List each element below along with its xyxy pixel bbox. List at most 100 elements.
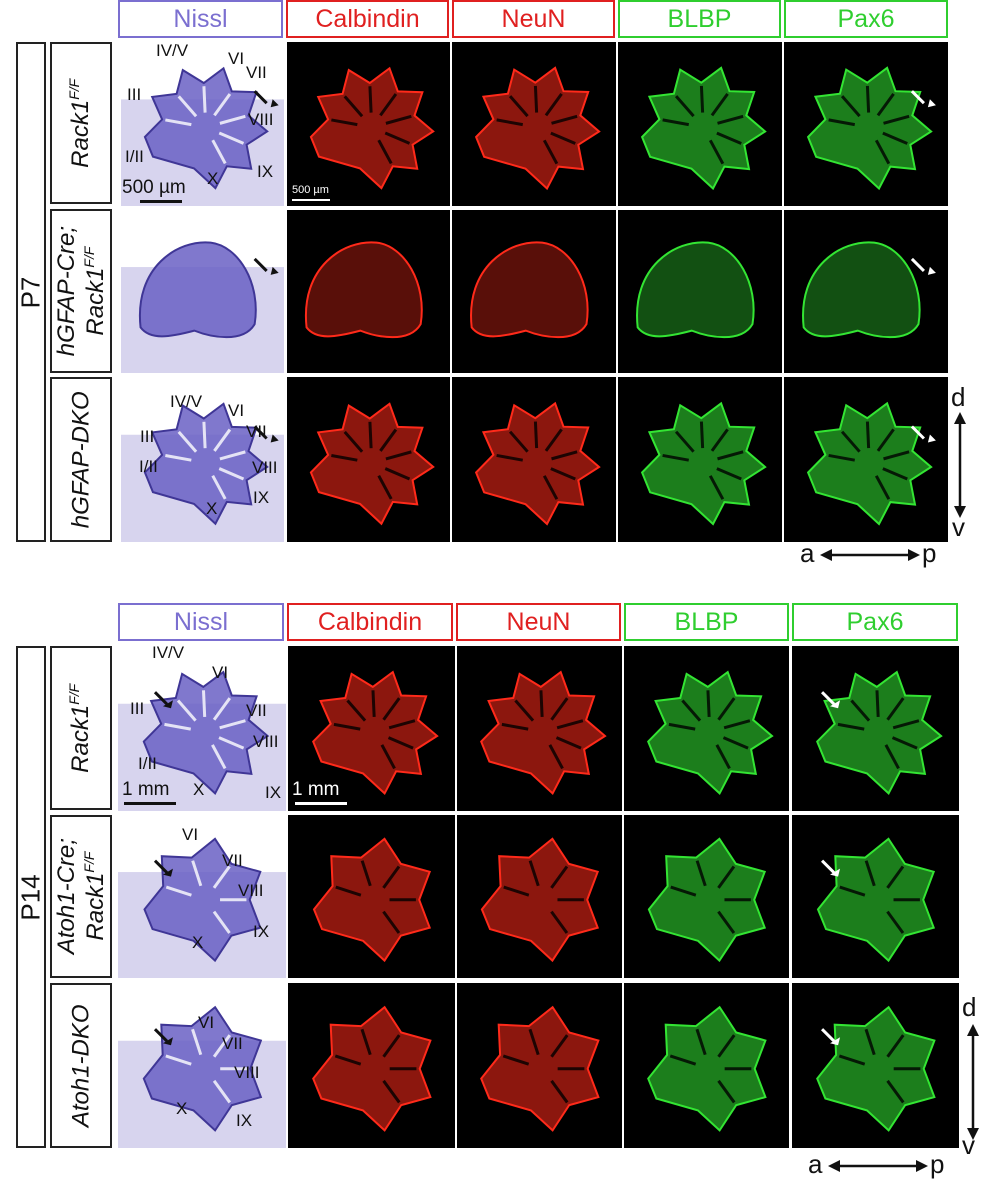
fissure-line bbox=[550, 865, 569, 889]
cerebellum-outline bbox=[647, 1005, 767, 1132]
lobule-label: X bbox=[192, 933, 204, 952]
fissure-line bbox=[717, 114, 744, 125]
fissure-line bbox=[343, 95, 364, 118]
micrograph-p7-row1-blbp bbox=[618, 42, 782, 206]
header-blbp-p7: BLBP bbox=[618, 0, 781, 38]
cerebellum-outline bbox=[142, 1005, 263, 1132]
header-label: NeuN bbox=[501, 4, 566, 33]
fissure-line bbox=[384, 131, 411, 145]
fissure-line bbox=[346, 699, 367, 722]
fissure-line bbox=[212, 910, 231, 934]
axis-ventral: v bbox=[962, 1130, 975, 1160]
micrograph-tissue bbox=[480, 837, 600, 963]
fissure-line bbox=[550, 1079, 569, 1104]
fissure-line bbox=[528, 860, 540, 887]
fissure-line bbox=[838, 1054, 866, 1066]
micrograph-p14-row3-calbindin bbox=[288, 983, 455, 1148]
fissure-line bbox=[382, 910, 401, 934]
fissure-line bbox=[674, 95, 695, 118]
cerebellum-outline bbox=[640, 66, 767, 191]
lobule-label: VIII bbox=[248, 110, 274, 129]
fissure-line bbox=[717, 450, 744, 461]
lobule-label: X bbox=[206, 499, 218, 518]
header-calbindin-p7: Calbindin bbox=[286, 0, 449, 38]
micrograph-p7-row1-calbindin bbox=[287, 42, 450, 206]
micrograph-p14-row2-nissl bbox=[118, 815, 286, 978]
fissure-line bbox=[165, 118, 192, 127]
fissure-line bbox=[333, 722, 361, 731]
cerebellum-outline bbox=[309, 66, 435, 190]
lobule-label: IV/V bbox=[156, 41, 189, 60]
micrograph-tissue bbox=[647, 1005, 767, 1132]
fissure-line bbox=[218, 736, 245, 750]
fissure-line bbox=[550, 467, 576, 481]
age-text: P7 bbox=[15, 276, 46, 308]
fissure-line bbox=[548, 744, 564, 770]
fissure-line bbox=[219, 719, 246, 730]
fissure-line bbox=[211, 744, 227, 770]
axis-ventral: v bbox=[952, 512, 965, 542]
lobule-label: VIII bbox=[234, 1063, 260, 1082]
fissure-line bbox=[874, 475, 891, 500]
fissure-line bbox=[385, 450, 412, 461]
fissure-line bbox=[514, 699, 535, 722]
lobule-label: VI bbox=[182, 825, 199, 844]
cerebellum-outline bbox=[647, 837, 767, 963]
fissure-line bbox=[865, 421, 871, 449]
lobule-label: III bbox=[130, 699, 145, 718]
fissure-line bbox=[211, 475, 227, 500]
fissure-line bbox=[380, 744, 396, 770]
fissure-line bbox=[695, 1028, 707, 1056]
arrow-icon bbox=[910, 257, 936, 275]
fissure-line bbox=[886, 865, 905, 889]
fissure-line bbox=[177, 430, 198, 453]
fissure-line bbox=[334, 1054, 362, 1066]
micrograph-tissue bbox=[640, 66, 767, 191]
fissure-line bbox=[177, 95, 198, 118]
fissure-line bbox=[886, 1079, 905, 1104]
micrograph-tissue bbox=[647, 837, 767, 963]
lobule-label: III bbox=[140, 427, 155, 446]
fissure-line bbox=[883, 450, 910, 461]
cerebellum-outline bbox=[143, 402, 269, 526]
fissure-line bbox=[377, 139, 393, 165]
fissure-line bbox=[379, 428, 398, 452]
arrow-icon bbox=[153, 859, 173, 877]
lobule-label: VII bbox=[246, 63, 267, 82]
header-label: Pax6 bbox=[846, 607, 904, 636]
lobule-label: VII bbox=[222, 851, 243, 870]
micrograph-tissue bbox=[121, 66, 284, 206]
fissure-line bbox=[556, 719, 584, 730]
cerebellum-outline bbox=[474, 66, 601, 191]
scale-bar-label: 1 mm bbox=[122, 779, 170, 800]
fissure-line bbox=[715, 744, 731, 770]
fissure-line bbox=[837, 722, 865, 731]
header-label: Calbindin bbox=[317, 607, 423, 636]
header-pax6-p7: Pax6 bbox=[784, 0, 948, 38]
header-nissl-p14: Nissl bbox=[118, 603, 284, 641]
micrograph-p14-row3-blbp bbox=[624, 983, 789, 1148]
fissure-line bbox=[382, 865, 401, 889]
arrow-icon bbox=[153, 1028, 173, 1046]
scale-bar bbox=[124, 802, 176, 805]
cerebellum-outline bbox=[309, 402, 435, 526]
micrograph-p7-row3-pax6 bbox=[784, 377, 948, 542]
axis-posterior: p bbox=[922, 538, 937, 568]
dorsal-ventral-arrow-icon bbox=[967, 1024, 979, 1140]
fissure-line bbox=[218, 467, 245, 481]
micrograph-tissue bbox=[312, 670, 439, 796]
genotype-text: Atoh1-DKO bbox=[67, 1004, 95, 1127]
lobule-label: VI bbox=[228, 401, 245, 420]
header-calbindin-p14: Calbindin bbox=[287, 603, 453, 641]
fissure-line bbox=[211, 139, 227, 165]
fissure-line bbox=[212, 697, 232, 721]
micrograph-tissue bbox=[474, 66, 601, 191]
micrograph-p14-row3-pax6 bbox=[792, 983, 959, 1148]
cerebellum-outline bbox=[142, 670, 270, 796]
lobule-label: IV/V bbox=[152, 643, 185, 662]
fissure-line bbox=[533, 85, 539, 113]
header-label: BLBP bbox=[674, 607, 739, 636]
micrograph-p7-row1-neun bbox=[452, 42, 616, 206]
fissure-line bbox=[699, 421, 705, 449]
fissure-line bbox=[165, 1054, 192, 1066]
